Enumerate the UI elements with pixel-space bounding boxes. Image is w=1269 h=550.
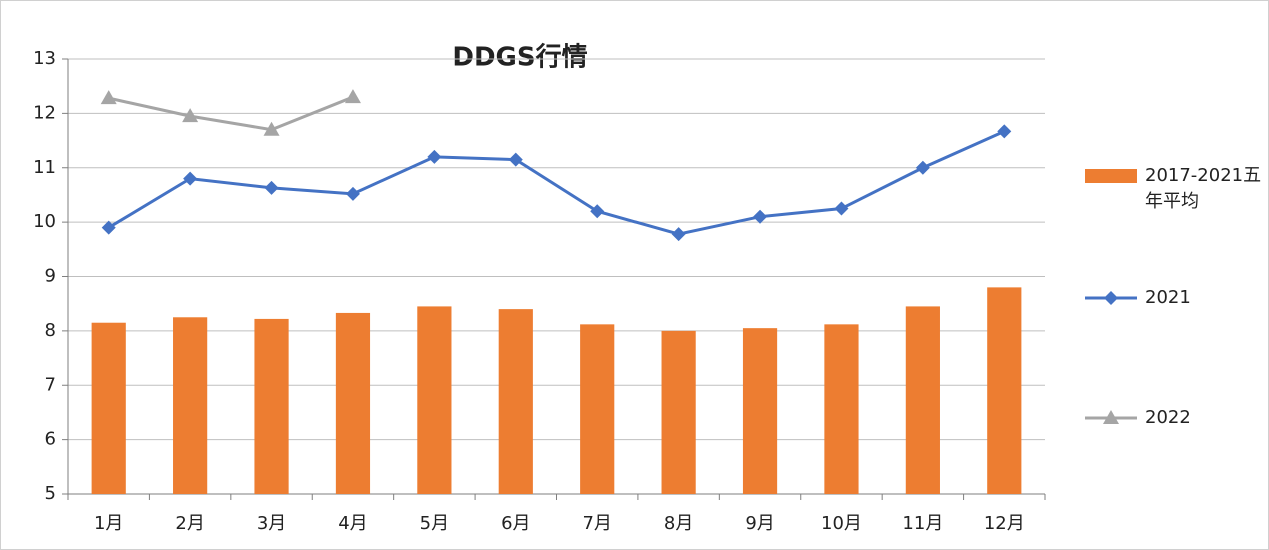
point bbox=[508, 152, 523, 167]
x-tick-label: 9月 bbox=[745, 513, 774, 534]
bar bbox=[417, 306, 452, 494]
point bbox=[427, 149, 442, 164]
x-tick-label: 3月 bbox=[257, 513, 286, 534]
y-tick-label: 9 bbox=[45, 266, 56, 287]
bar bbox=[824, 324, 859, 494]
point bbox=[834, 201, 849, 216]
chart-title: DDGS行情 bbox=[452, 42, 587, 73]
x-tick-label: 8月 bbox=[664, 513, 693, 534]
bar bbox=[987, 287, 1022, 494]
x-tick-label: 5月 bbox=[420, 513, 449, 534]
y-tick-label: 5 bbox=[45, 483, 56, 504]
x-tick-label: 7月 bbox=[582, 513, 611, 534]
bar bbox=[905, 306, 940, 494]
x-tick-label: 1月 bbox=[94, 513, 123, 534]
point bbox=[671, 227, 686, 242]
bar bbox=[91, 322, 126, 494]
x-tick-label: 4月 bbox=[338, 513, 367, 534]
x-tick-label: 6月 bbox=[501, 513, 530, 534]
y-tick-label: 13 bbox=[33, 48, 56, 69]
point bbox=[264, 180, 279, 195]
legend-marker bbox=[1103, 410, 1119, 424]
x-tick-label: 10月 bbox=[821, 513, 862, 534]
point bbox=[183, 171, 198, 186]
point bbox=[263, 121, 280, 136]
x-tick-label: 2月 bbox=[175, 513, 204, 534]
point bbox=[997, 124, 1012, 139]
line bbox=[108, 95, 354, 132]
x-tick-label: 11月 bbox=[902, 513, 943, 534]
point bbox=[100, 90, 117, 105]
point bbox=[182, 108, 199, 123]
x-tick-label: 12月 bbox=[984, 513, 1025, 534]
point bbox=[915, 160, 930, 175]
bar bbox=[498, 309, 533, 494]
line bbox=[107, 129, 1005, 236]
legend-label: 2021 bbox=[1145, 287, 1191, 308]
point bbox=[101, 220, 116, 235]
legend-swatch bbox=[1085, 169, 1137, 183]
point bbox=[345, 186, 360, 201]
y-tick-label: 6 bbox=[45, 429, 56, 450]
bar bbox=[580, 324, 615, 494]
y-tick-label: 7 bbox=[45, 374, 56, 395]
y-tick-label: 11 bbox=[33, 157, 56, 178]
legend-label: 2017-2021五年平均 bbox=[1145, 165, 1262, 212]
bar bbox=[335, 312, 371, 494]
legend-marker bbox=[1104, 291, 1118, 305]
y-tick-label: 8 bbox=[45, 320, 56, 341]
point bbox=[753, 209, 768, 224]
y-tick-label: 10 bbox=[33, 211, 56, 232]
bar bbox=[742, 328, 778, 494]
point bbox=[590, 204, 605, 219]
legend-label: 2022 bbox=[1145, 407, 1191, 428]
point bbox=[344, 89, 361, 104]
bar bbox=[254, 318, 289, 494]
bar bbox=[173, 317, 208, 494]
y-tick-label: 12 bbox=[33, 102, 56, 123]
bar bbox=[661, 330, 696, 494]
